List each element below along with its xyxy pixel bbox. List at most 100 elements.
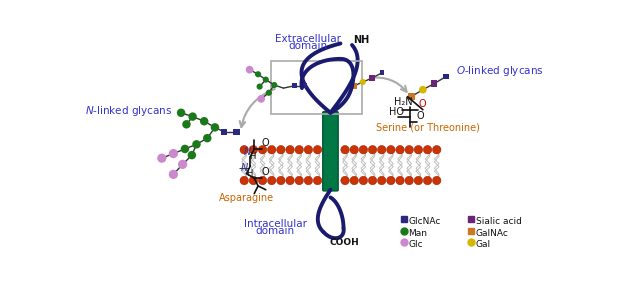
Circle shape bbox=[255, 71, 261, 77]
Text: domain: domain bbox=[255, 226, 294, 236]
Circle shape bbox=[266, 90, 272, 96]
Circle shape bbox=[396, 176, 404, 185]
Text: $\mathit{O}$-linked glycans: $\mathit{O}$-linked glycans bbox=[456, 64, 544, 78]
Circle shape bbox=[276, 145, 285, 154]
Circle shape bbox=[414, 145, 423, 154]
Bar bbox=[431, 80, 437, 87]
Circle shape bbox=[188, 151, 196, 159]
Circle shape bbox=[169, 170, 178, 179]
Circle shape bbox=[368, 176, 377, 185]
Circle shape bbox=[249, 145, 258, 154]
Circle shape bbox=[295, 176, 304, 185]
Circle shape bbox=[200, 117, 209, 125]
Circle shape bbox=[246, 66, 254, 74]
Text: H₂N: H₂N bbox=[394, 97, 413, 107]
Circle shape bbox=[405, 145, 413, 154]
Circle shape bbox=[182, 120, 191, 128]
Text: Asparagine: Asparagine bbox=[219, 193, 274, 203]
Circle shape bbox=[433, 145, 441, 154]
Circle shape bbox=[178, 160, 187, 169]
Text: H: H bbox=[246, 169, 252, 178]
Text: GalNAc: GalNAc bbox=[476, 229, 509, 238]
Circle shape bbox=[341, 145, 349, 154]
Circle shape bbox=[396, 145, 404, 154]
Text: O: O bbox=[262, 167, 270, 177]
Circle shape bbox=[188, 112, 197, 121]
Bar bbox=[233, 129, 239, 135]
Circle shape bbox=[169, 149, 178, 158]
Circle shape bbox=[181, 145, 189, 153]
Text: N: N bbox=[241, 162, 247, 173]
Bar bbox=[352, 83, 357, 89]
Text: COOH: COOH bbox=[329, 238, 359, 247]
Circle shape bbox=[240, 145, 249, 154]
Text: Gal: Gal bbox=[476, 240, 491, 249]
Circle shape bbox=[304, 176, 313, 185]
Text: Extracellular: Extracellular bbox=[275, 34, 341, 44]
Circle shape bbox=[257, 95, 265, 103]
Text: O: O bbox=[262, 138, 270, 148]
Circle shape bbox=[249, 176, 258, 185]
Circle shape bbox=[360, 79, 366, 85]
Circle shape bbox=[350, 176, 358, 185]
Circle shape bbox=[259, 145, 267, 154]
Text: —: — bbox=[239, 163, 250, 173]
Circle shape bbox=[304, 145, 313, 154]
Circle shape bbox=[378, 145, 386, 154]
Circle shape bbox=[359, 176, 368, 185]
Bar bbox=[370, 75, 375, 81]
Text: $\mathit{N}$-linked glycans: $\mathit{N}$-linked glycans bbox=[85, 104, 172, 118]
Circle shape bbox=[177, 108, 185, 117]
Bar bbox=[271, 61, 362, 114]
Circle shape bbox=[350, 145, 358, 154]
Circle shape bbox=[423, 176, 432, 185]
Circle shape bbox=[259, 176, 267, 185]
Circle shape bbox=[268, 145, 276, 154]
Circle shape bbox=[203, 134, 212, 142]
Text: Man: Man bbox=[408, 229, 427, 238]
Circle shape bbox=[423, 145, 432, 154]
Circle shape bbox=[286, 176, 294, 185]
Bar bbox=[302, 83, 307, 88]
Circle shape bbox=[313, 176, 322, 185]
Text: O: O bbox=[418, 99, 426, 108]
Text: Sialic acid: Sialic acid bbox=[476, 217, 522, 226]
Text: Glc: Glc bbox=[408, 240, 423, 249]
Circle shape bbox=[419, 86, 427, 94]
Circle shape bbox=[378, 176, 386, 185]
Bar bbox=[408, 93, 415, 100]
Circle shape bbox=[359, 145, 368, 154]
Circle shape bbox=[295, 145, 304, 154]
Circle shape bbox=[286, 145, 294, 154]
Bar bbox=[292, 83, 297, 88]
Text: N: N bbox=[244, 147, 251, 157]
Bar bbox=[379, 70, 384, 75]
Circle shape bbox=[263, 77, 269, 83]
Circle shape bbox=[368, 145, 377, 154]
Text: O: O bbox=[416, 111, 424, 121]
Circle shape bbox=[271, 82, 277, 88]
FancyBboxPatch shape bbox=[323, 112, 338, 191]
Circle shape bbox=[193, 140, 201, 149]
Text: NH: NH bbox=[354, 35, 370, 46]
Text: domain: domain bbox=[289, 41, 328, 51]
Bar bbox=[221, 129, 227, 135]
Circle shape bbox=[341, 176, 349, 185]
Text: HO: HO bbox=[389, 107, 404, 117]
Circle shape bbox=[211, 123, 219, 132]
Circle shape bbox=[433, 176, 441, 185]
Text: GlcNAc: GlcNAc bbox=[408, 217, 441, 226]
Text: Intracellular: Intracellular bbox=[244, 219, 307, 229]
Circle shape bbox=[257, 83, 263, 90]
Bar bbox=[443, 74, 449, 79]
Circle shape bbox=[157, 153, 167, 163]
Circle shape bbox=[240, 176, 249, 185]
Circle shape bbox=[313, 145, 322, 154]
Circle shape bbox=[414, 176, 423, 185]
Circle shape bbox=[405, 176, 413, 185]
Text: H: H bbox=[249, 152, 255, 161]
Text: Serine (or Threonine): Serine (or Threonine) bbox=[376, 122, 479, 133]
Circle shape bbox=[268, 176, 276, 185]
Circle shape bbox=[276, 176, 285, 185]
Circle shape bbox=[387, 145, 395, 154]
